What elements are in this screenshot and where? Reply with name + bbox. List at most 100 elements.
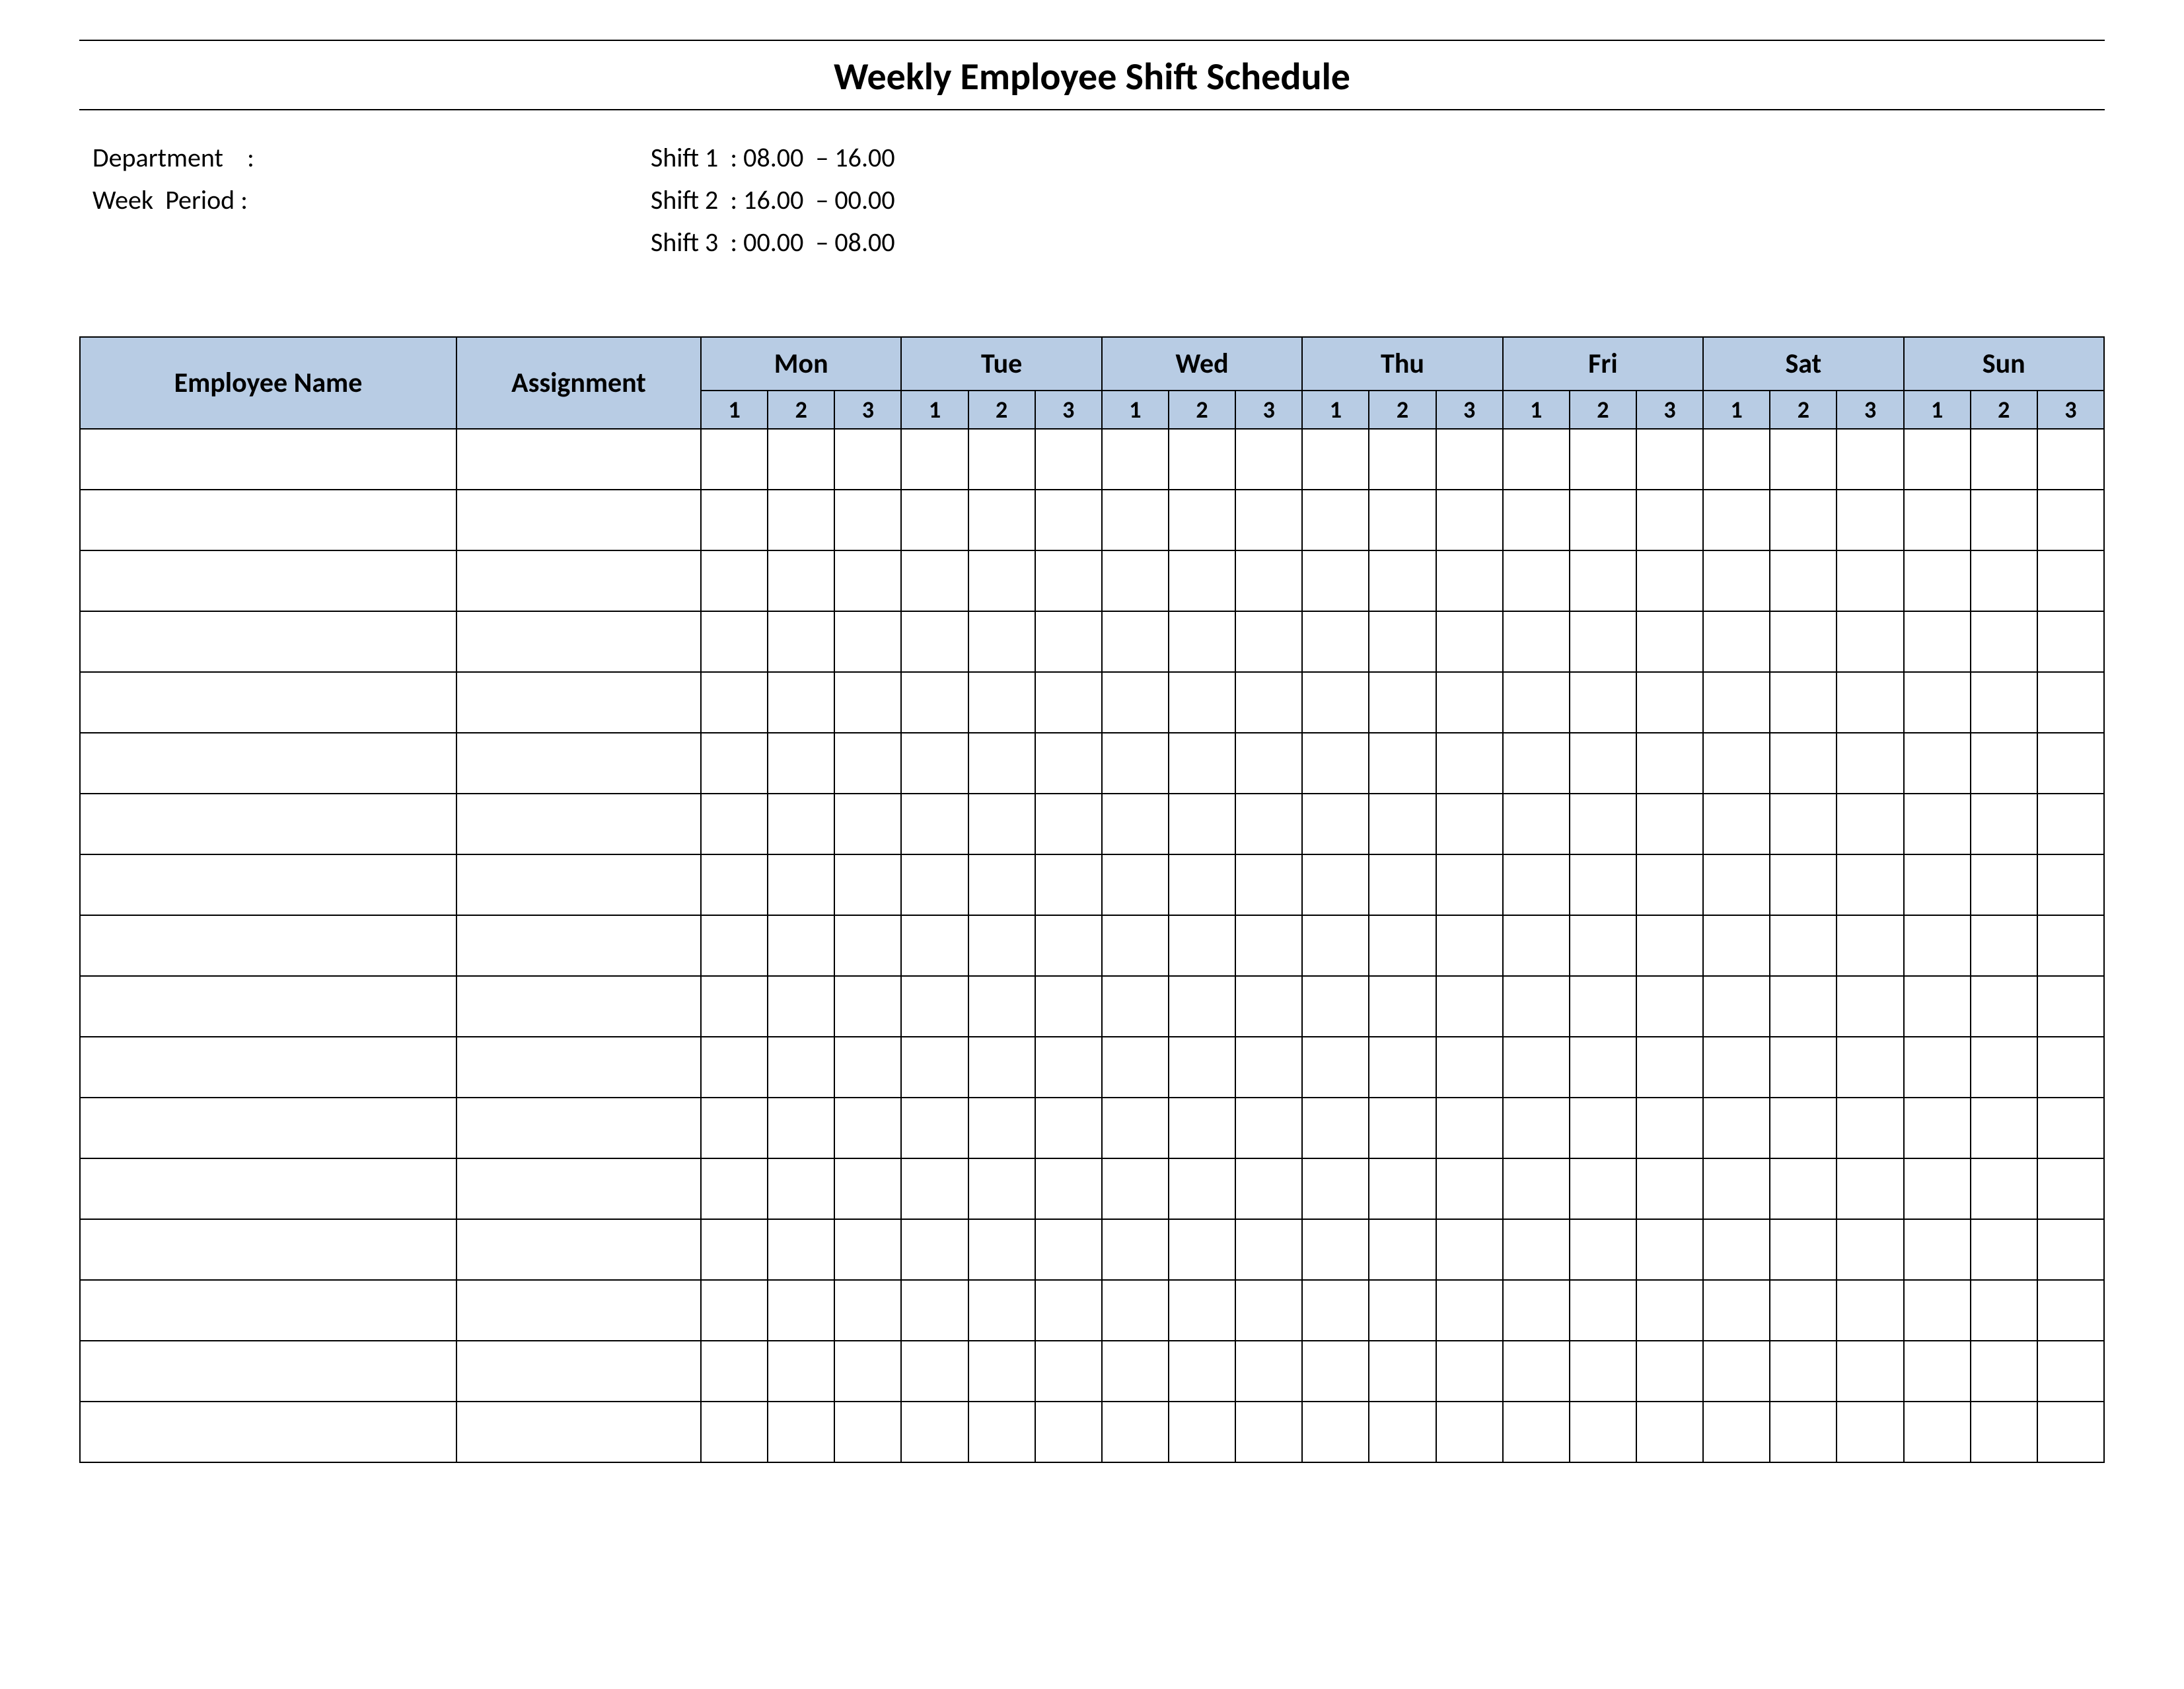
cell-shift[interactable]	[1035, 672, 1102, 733]
cell-shift[interactable]	[768, 915, 834, 976]
cell-shift[interactable]	[834, 1158, 901, 1219]
cell-shift[interactable]	[1904, 1341, 1971, 1402]
cell-shift[interactable]	[1770, 794, 1837, 854]
cell-shift[interactable]	[1636, 550, 1703, 611]
cell-shift[interactable]	[1102, 854, 1169, 915]
cell-shift[interactable]	[701, 1098, 768, 1158]
cell-shift[interactable]	[1035, 1098, 1102, 1158]
cell-shift[interactable]	[768, 490, 834, 550]
cell-shift[interactable]	[1169, 1037, 1235, 1098]
cell-shift[interactable]	[1503, 794, 1570, 854]
cell-employee-name[interactable]	[80, 1402, 456, 1462]
cell-shift[interactable]	[1636, 429, 1703, 490]
cell-shift[interactable]	[1770, 976, 1837, 1037]
cell-shift[interactable]	[2037, 672, 2104, 733]
cell-employee-name[interactable]	[80, 672, 456, 733]
cell-shift[interactable]	[1703, 1098, 1770, 1158]
cell-shift[interactable]	[1235, 1219, 1302, 1280]
cell-shift[interactable]	[1369, 1341, 1436, 1402]
cell-shift[interactable]	[901, 1341, 968, 1402]
cell-shift[interactable]	[1035, 794, 1102, 854]
cell-shift[interactable]	[2037, 1341, 2104, 1402]
cell-shift[interactable]	[1703, 490, 1770, 550]
cell-shift[interactable]	[1235, 490, 1302, 550]
cell-shift[interactable]	[701, 429, 768, 490]
cell-shift[interactable]	[1369, 1098, 1436, 1158]
cell-shift[interactable]	[1169, 1280, 1235, 1341]
cell-shift[interactable]	[1169, 1098, 1235, 1158]
cell-shift[interactable]	[1971, 794, 2037, 854]
cell-shift[interactable]	[1837, 672, 1903, 733]
cell-shift[interactable]	[1102, 1280, 1169, 1341]
cell-shift[interactable]	[1904, 794, 1971, 854]
cell-shift[interactable]	[1302, 794, 1369, 854]
cell-shift[interactable]	[1837, 490, 1903, 550]
cell-shift[interactable]	[1169, 672, 1235, 733]
cell-shift[interactable]	[1102, 490, 1169, 550]
cell-shift[interactable]	[1235, 794, 1302, 854]
cell-assignment[interactable]	[456, 1037, 701, 1098]
cell-shift[interactable]	[1703, 915, 1770, 976]
cell-employee-name[interactable]	[80, 976, 456, 1037]
cell-assignment[interactable]	[456, 854, 701, 915]
cell-shift[interactable]	[1703, 733, 1770, 794]
cell-employee-name[interactable]	[80, 1219, 456, 1280]
cell-shift[interactable]	[901, 1402, 968, 1462]
cell-shift[interactable]	[1971, 672, 2037, 733]
cell-shift[interactable]	[834, 1037, 901, 1098]
cell-shift[interactable]	[901, 733, 968, 794]
cell-shift[interactable]	[968, 1280, 1035, 1341]
cell-shift[interactable]	[834, 794, 901, 854]
cell-shift[interactable]	[1169, 429, 1235, 490]
cell-shift[interactable]	[1703, 1219, 1770, 1280]
cell-shift[interactable]	[1235, 733, 1302, 794]
cell-shift[interactable]	[1302, 733, 1369, 794]
cell-shift[interactable]	[701, 794, 768, 854]
cell-shift[interactable]	[1436, 1098, 1503, 1158]
cell-shift[interactable]	[1235, 1402, 1302, 1462]
cell-shift[interactable]	[1302, 1280, 1369, 1341]
cell-shift[interactable]	[1971, 1098, 2037, 1158]
cell-employee-name[interactable]	[80, 611, 456, 672]
cell-assignment[interactable]	[456, 1098, 701, 1158]
cell-shift[interactable]	[1102, 1219, 1169, 1280]
cell-shift[interactable]	[1102, 1341, 1169, 1402]
cell-shift[interactable]	[1904, 976, 1971, 1037]
cell-shift[interactable]	[1436, 976, 1503, 1037]
cell-shift[interactable]	[901, 1158, 968, 1219]
cell-shift[interactable]	[1436, 672, 1503, 733]
cell-shift[interactable]	[701, 550, 768, 611]
cell-shift[interactable]	[1770, 672, 1837, 733]
cell-shift[interactable]	[1904, 490, 1971, 550]
cell-shift[interactable]	[1369, 1158, 1436, 1219]
cell-shift[interactable]	[1636, 490, 1703, 550]
cell-shift[interactable]	[1302, 611, 1369, 672]
cell-shift[interactable]	[1369, 976, 1436, 1037]
cell-shift[interactable]	[1636, 672, 1703, 733]
cell-employee-name[interactable]	[80, 1341, 456, 1402]
cell-shift[interactable]	[1302, 854, 1369, 915]
cell-shift[interactable]	[1436, 550, 1503, 611]
cell-assignment[interactable]	[456, 429, 701, 490]
cell-shift[interactable]	[1169, 550, 1235, 611]
cell-shift[interactable]	[1503, 1402, 1570, 1462]
cell-shift[interactable]	[1302, 1402, 1369, 1462]
cell-shift[interactable]	[1503, 915, 1570, 976]
cell-assignment[interactable]	[456, 1219, 701, 1280]
cell-shift[interactable]	[1302, 490, 1369, 550]
cell-shift[interactable]	[768, 794, 834, 854]
cell-shift[interactable]	[1302, 1341, 1369, 1402]
cell-shift[interactable]	[1235, 611, 1302, 672]
cell-shift[interactable]	[1703, 794, 1770, 854]
cell-shift[interactable]	[768, 611, 834, 672]
cell-employee-name[interactable]	[80, 1280, 456, 1341]
cell-shift[interactable]	[1971, 1158, 2037, 1219]
cell-shift[interactable]	[1169, 794, 1235, 854]
cell-shift[interactable]	[1369, 1402, 1436, 1462]
cell-shift[interactable]	[834, 1280, 901, 1341]
cell-shift[interactable]	[1570, 550, 1636, 611]
cell-shift[interactable]	[1169, 1219, 1235, 1280]
cell-shift[interactable]	[1636, 915, 1703, 976]
cell-shift[interactable]	[901, 611, 968, 672]
cell-shift[interactable]	[1703, 429, 1770, 490]
